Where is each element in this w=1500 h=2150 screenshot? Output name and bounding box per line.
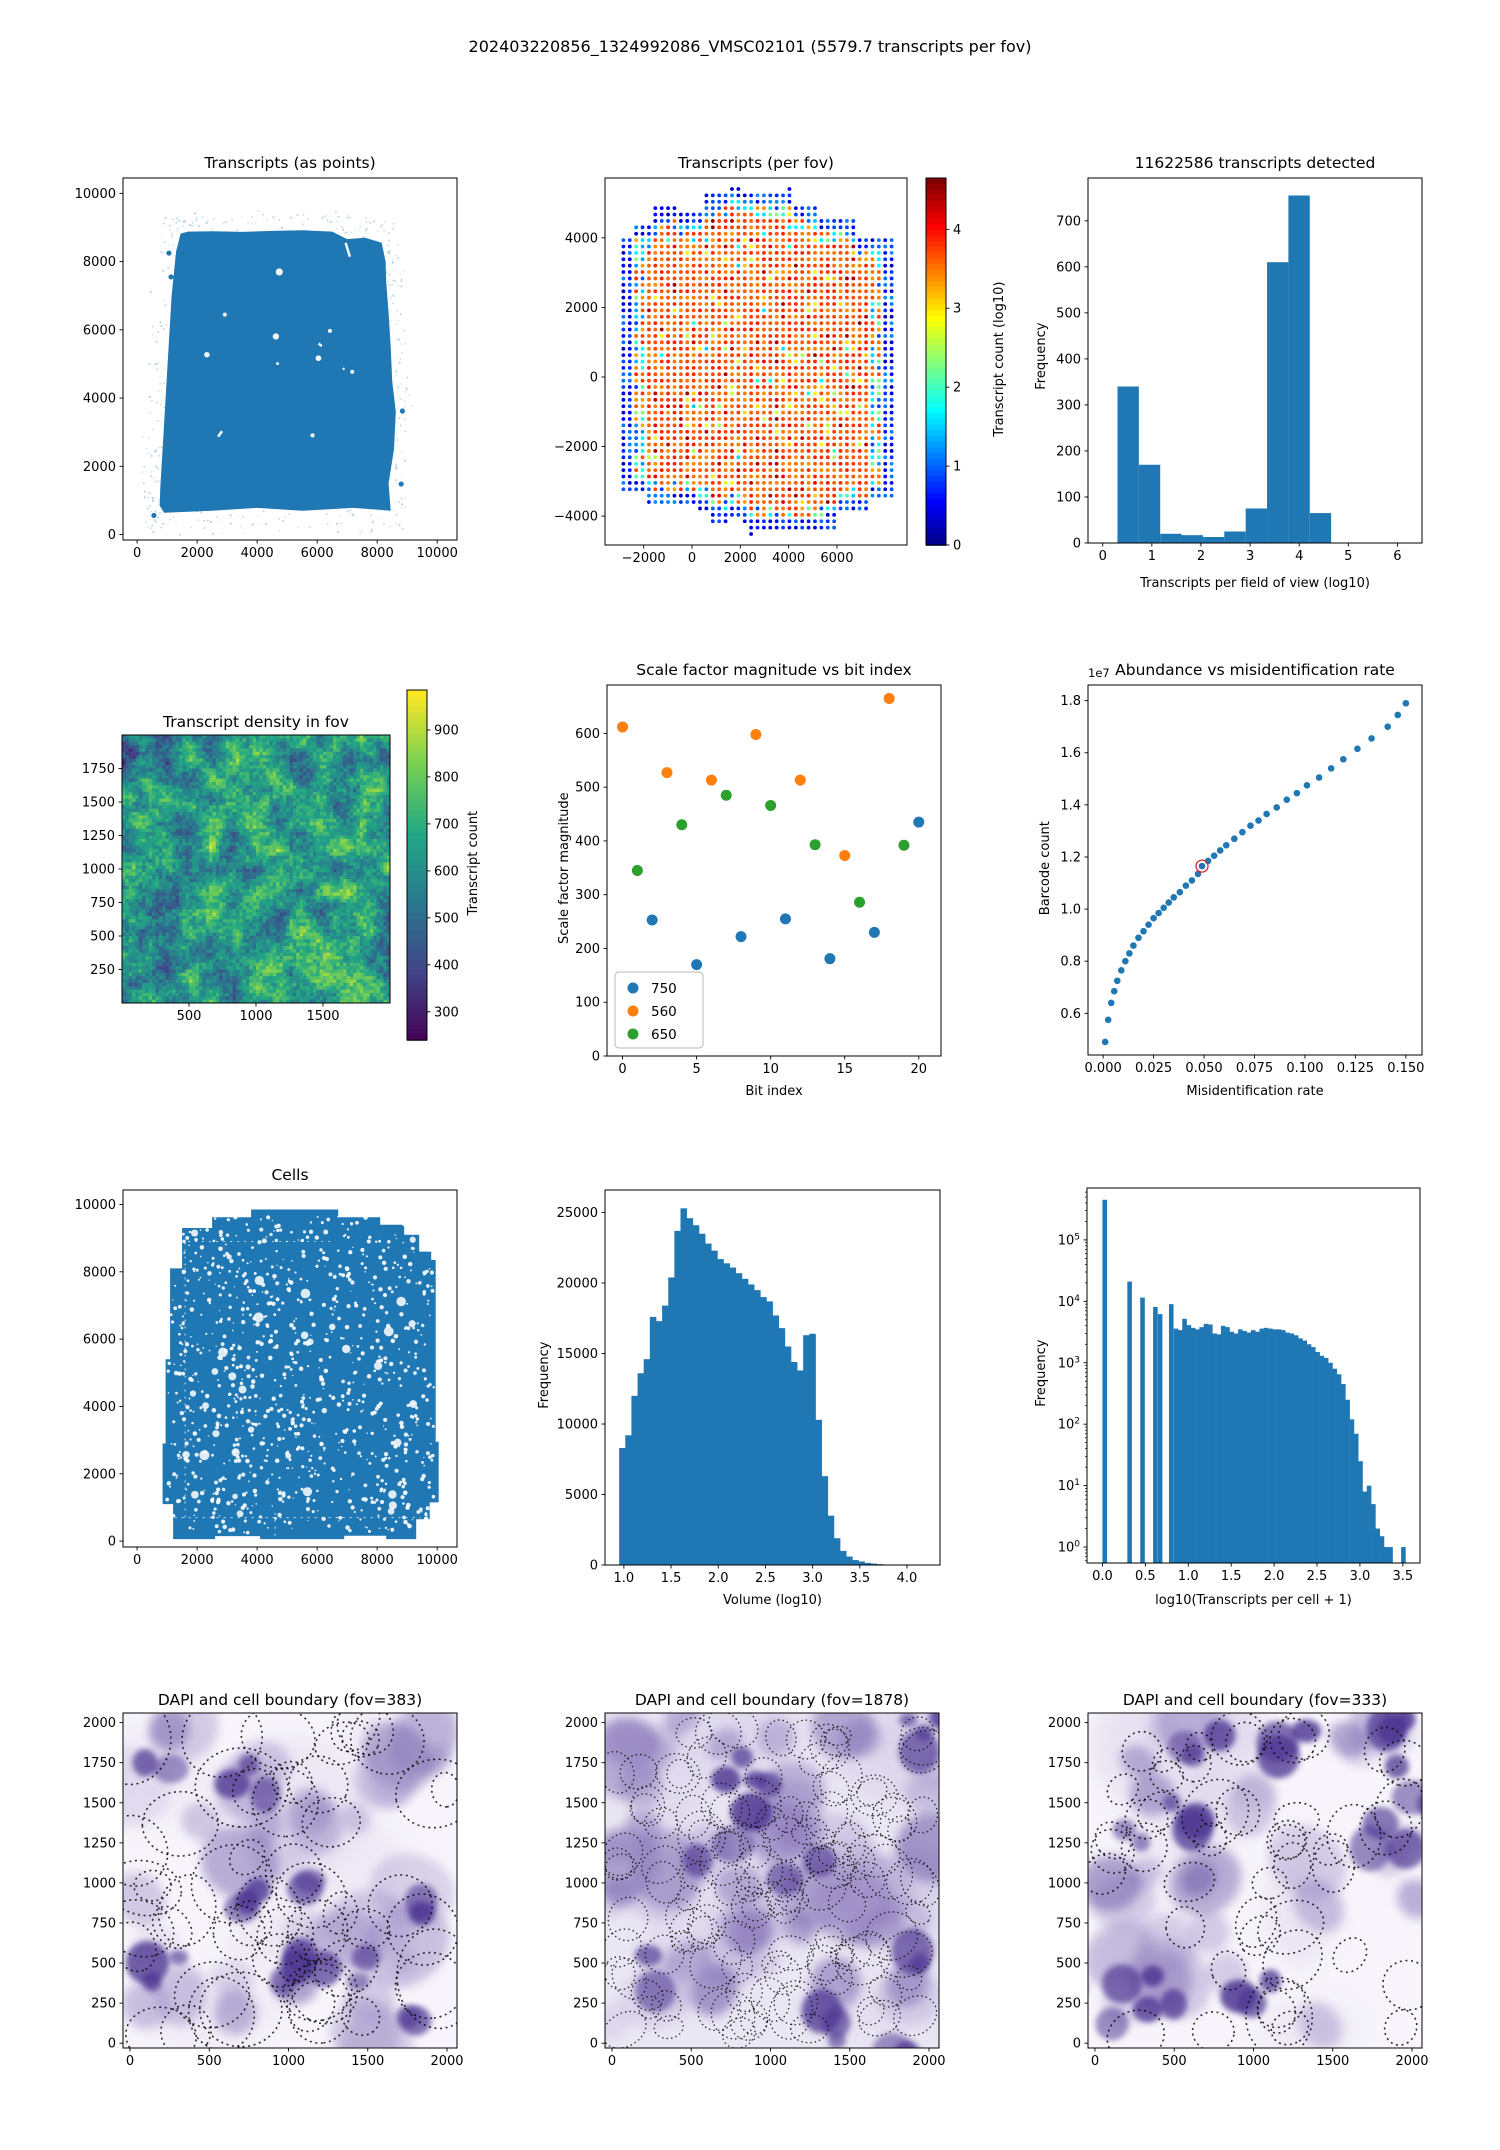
- svg-text:4000: 4000: [772, 551, 805, 566]
- axis-offset-1e7: 1e7: [1088, 666, 1110, 680]
- svg-text:10000: 10000: [75, 187, 116, 202]
- xlabel-misidentification-rate: Misidentification rate: [1186, 1084, 1324, 1099]
- panel-title-dapi-1878: DAPI and cell boundary (fov=1878): [634, 1691, 910, 1709]
- panel-title-dapi-383: DAPI and cell boundary (fov=383): [157, 1691, 423, 1709]
- svg-text:400: 400: [1056, 352, 1081, 367]
- svg-text:−2000: −2000: [622, 551, 666, 566]
- panel-title-abundance: Abundance vs misidentification rate: [1115, 661, 1395, 679]
- svg-text:0: 0: [688, 551, 696, 566]
- svg-text:0: 0: [1099, 549, 1107, 564]
- panel-dapi-333: 0 500 1000 1500 2000025050075010001250150017…: [1048, 1712, 1429, 2069]
- ylabel-barcode-count: Barcode count: [1037, 821, 1053, 916]
- panel-title-dapi-333: DAPI and cell boundary (fov=333): [1122, 1691, 1388, 1709]
- colorbar-label-transcript-count: Transcript count: [465, 810, 481, 916]
- panel-dapi-383: 0 500 1000 1500 2000025050075010001250150017…: [83, 1712, 464, 2069]
- svg-text:4000: 4000: [241, 546, 274, 561]
- ylabel-frequency-percell: Frequency: [1033, 1339, 1049, 1407]
- svg-text:0: 0: [590, 370, 598, 385]
- svg-text:2000: 2000: [724, 551, 757, 566]
- svg-text:6000: 6000: [83, 323, 116, 338]
- svg-text:2000: 2000: [181, 546, 214, 561]
- panel-title-transcripts-detected: 11622586 transcripts detected: [1134, 154, 1376, 172]
- panel-title-cells: Cells: [271, 1166, 309, 1184]
- panel-transcripts-as-points: 0 2000 4000 6000 8000 10000 0 2000 4000 6000 8000 1…: [75, 177, 458, 561]
- panel-abundance: 0.000 0.025 0.050 0.075 0.100 0.125 0.1500.60.…: [1060, 684, 1424, 1076]
- svg-text:2000: 2000: [565, 301, 598, 316]
- svg-text:10000: 10000: [417, 546, 458, 561]
- panel-cells: 0 2000 4000 6000 8000 10000020004000600080001…: [75, 1189, 458, 1568]
- svg-text:300: 300: [1056, 398, 1081, 413]
- panel-transcripts-per-fov: −2000 0 2000 4000 6000 −4000 −2000 0 2000 4000 0 1 2…: [554, 177, 961, 566]
- svg-text:500: 500: [1056, 306, 1081, 321]
- panel-title-scale-factor: Scale factor magnitude vs bit index: [636, 661, 912, 679]
- svg-text:100: 100: [1056, 490, 1081, 505]
- ylabel-scale-factor-magnitude: Scale factor magnitude: [556, 792, 572, 944]
- svg-text:1: 1: [953, 460, 961, 475]
- svg-text:3: 3: [1246, 549, 1254, 564]
- svg-text:8000: 8000: [83, 255, 116, 270]
- svg-text:4000: 4000: [565, 231, 598, 246]
- svg-text:6000: 6000: [820, 551, 853, 566]
- xlabel-transcripts-per-cell: log10(Transcripts per cell + 1): [1155, 1593, 1352, 1608]
- svg-text:4: 4: [1295, 549, 1303, 564]
- svg-text:−4000: −4000: [554, 510, 598, 525]
- svg-text:4: 4: [953, 223, 961, 238]
- svg-text:0: 0: [1073, 537, 1081, 552]
- svg-text:6000: 6000: [301, 546, 334, 561]
- xlabel-bit-index: Bit index: [745, 1084, 803, 1099]
- svg-text:6: 6: [1393, 549, 1401, 564]
- xlabel-transcripts-per-fov-hist: Transcripts per field of view (log10): [1140, 576, 1370, 591]
- svg-text:8000: 8000: [361, 546, 394, 561]
- svg-text:200: 200: [1056, 444, 1081, 459]
- panel-title-transcript-density: Transcript density in fov: [163, 713, 349, 731]
- panel-title-transcripts-per-fov: Transcripts (per fov): [678, 154, 834, 172]
- svg-text:0: 0: [108, 528, 116, 543]
- panel-percell-hist: 0.0 0.5 1.0 1.5 2.0 2.5 3.0 3.51001011021031041…: [1058, 1187, 1421, 1584]
- svg-text:600: 600: [1056, 260, 1081, 275]
- svg-text:3: 3: [953, 302, 961, 317]
- svg-text:5: 5: [1344, 549, 1352, 564]
- svg-text:4000: 4000: [83, 392, 116, 407]
- ylabel-frequency-fov: Frequency: [1033, 322, 1049, 390]
- panel-dapi-1878: 0 500 1000 1500 2000025050075010001250150017…: [565, 1712, 946, 2069]
- svg-text:2000: 2000: [83, 460, 116, 475]
- panel-volume-hist: 1.0 1.5 2.0 2.5 3.0 3.5 4.00500010000150002000…: [557, 1189, 941, 1586]
- figure-title: 202403220856_1324992086_VMSC02101 (5579.…: [468, 37, 1032, 56]
- xlabel-volume-log10: Volume (log10): [723, 1593, 822, 1608]
- colorbar-label-transcript-count-log10: Transcript count (log10): [991, 281, 1007, 437]
- panel-title-transcripts-points: Transcripts (as points): [204, 154, 376, 172]
- svg-text:0: 0: [953, 539, 961, 554]
- ylabel-frequency-volume: Frequency: [536, 1341, 552, 1409]
- panel-transcripts-detected-hist: 0 1 2 3 4 5 6 0 100 200 300 400 500 600 700: [1056, 177, 1423, 564]
- svg-text:1: 1: [1148, 549, 1156, 564]
- svg-text:0: 0: [133, 546, 141, 561]
- svg-text:−2000: −2000: [554, 440, 598, 455]
- svg-text:700: 700: [1056, 214, 1081, 229]
- panel-transcript-density: 500 1000 150025050075010001250150017503004…: [82, 689, 459, 1041]
- svg-text:2: 2: [953, 381, 961, 396]
- svg-text:2: 2: [1197, 549, 1205, 564]
